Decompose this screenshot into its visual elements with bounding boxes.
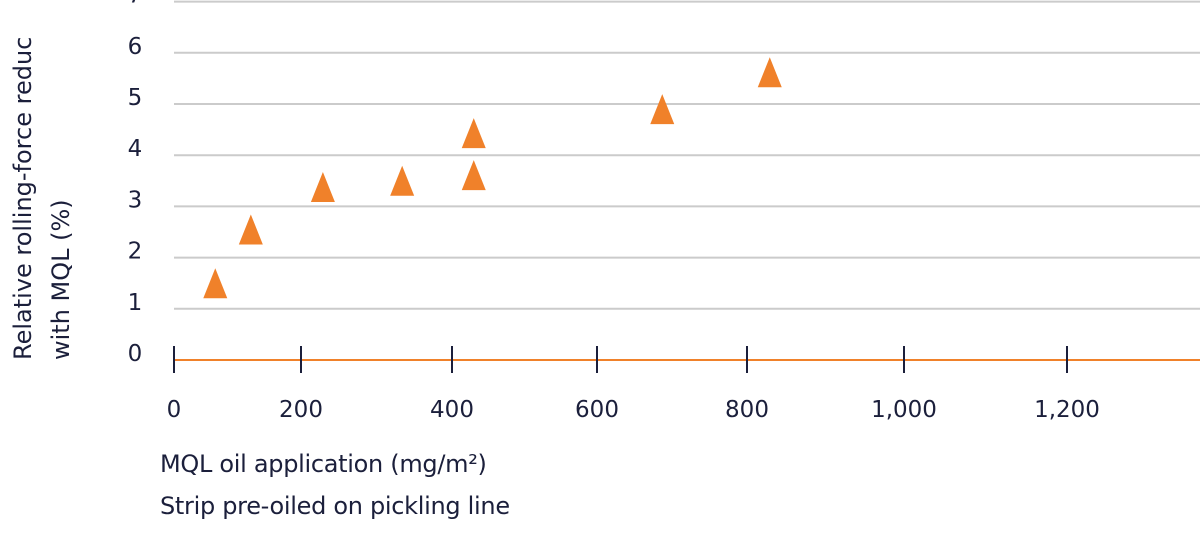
x-tick-label: 200 (279, 397, 323, 423)
y-tick-label: 4 (128, 136, 143, 162)
data-point-triangle (757, 57, 782, 88)
y-axis-title-line-1: Relative rolling-force reduc (9, 37, 37, 360)
data-points (203, 57, 782, 299)
y-axis-title: Relative rolling-force reduc with MQL (%… (9, 37, 75, 360)
y-tick-label: 3 (128, 187, 143, 213)
data-point-triangle (650, 94, 675, 125)
x-tick-label: 600 (575, 397, 619, 423)
data-point-triangle (203, 268, 228, 299)
data-point-triangle (310, 171, 335, 202)
y-tick-label: 6 (128, 34, 143, 60)
y-tick-label: 2 (128, 239, 143, 265)
y-tick-label: 7 (128, 0, 143, 9)
x-axis-title-line-2: Strip pre-oiled on pickling line (160, 492, 510, 520)
y-axis-title-line-2: with MQL (%) (47, 199, 75, 360)
y-tick-label: 0 (128, 341, 143, 367)
gridlines (174, 0, 1200, 310)
x-tick-labels: 0 200 400 600 800 1,000 1,200 (167, 397, 1100, 423)
x-tick-label: 1,000 (871, 397, 937, 423)
data-point-triangle (461, 118, 486, 149)
x-tick-label: 800 (725, 397, 769, 423)
x-tick-label: 0 (167, 397, 182, 423)
data-point-triangle (238, 214, 263, 245)
y-tick-label: 1 (128, 290, 143, 316)
data-point-triangle (461, 160, 486, 191)
x-tick-label: 1,200 (1034, 397, 1100, 423)
data-point-triangle (390, 165, 415, 196)
y-tick-labels: 0 1 2 3 4 5 6 7 (128, 0, 143, 367)
y-tick-label: 5 (128, 85, 143, 111)
x-axis-title-line-1: MQL oil application (mg/m²) (160, 450, 487, 478)
x-axis (173, 346, 1200, 373)
x-tick-label: 400 (430, 397, 474, 423)
